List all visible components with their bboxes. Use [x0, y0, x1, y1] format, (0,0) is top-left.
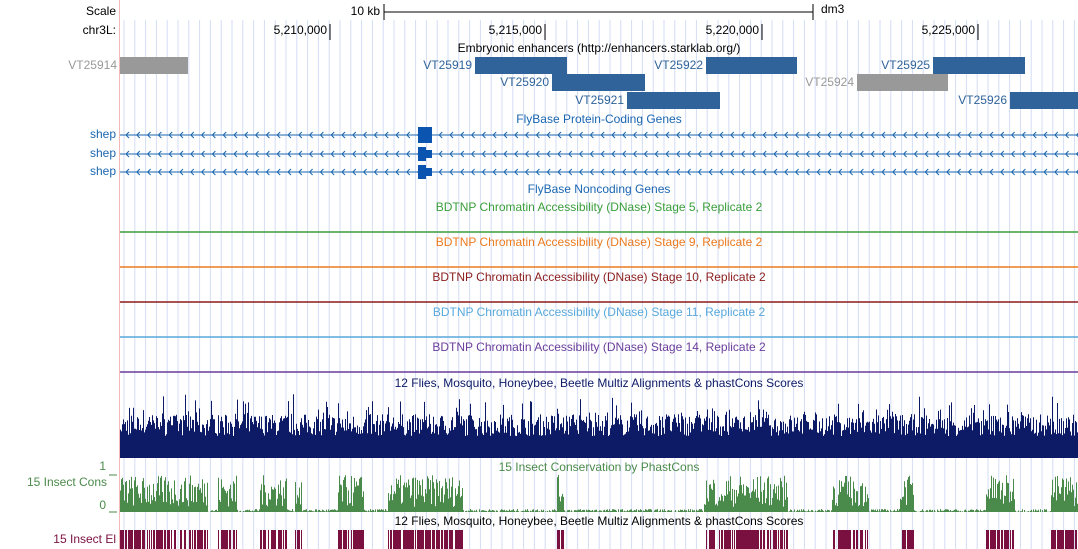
- track-title: BDTNP Chromatin Accessibility (DNase) St…: [432, 340, 766, 354]
- exon: [418, 147, 426, 161]
- enhancer: [475, 57, 567, 74]
- ruler-tick-label: 5,215,000: [489, 23, 543, 37]
- track-title: BDTNP Chromatin Accessibility (DNase) St…: [432, 270, 766, 284]
- ruler-tick-label: 5,220,000: [706, 23, 760, 37]
- conserved-elements: [120, 530, 1077, 549]
- enhancer: [706, 57, 797, 74]
- enhancer-label: VT25920: [500, 75, 549, 89]
- exon: [426, 150, 432, 158]
- enhancer-label: VT25921: [575, 93, 624, 107]
- scale-bar: [383, 4, 814, 20]
- enhancer-label: VT25914: [68, 58, 117, 72]
- scale-label: Scale: [86, 4, 116, 18]
- track-label: 15 Insect Cons: [27, 475, 107, 489]
- ruler-tick-label: 5,210,000: [274, 23, 328, 37]
- gene-arrows: [125, 150, 1078, 158]
- ruler-tick-label: 5,225,000: [922, 23, 976, 37]
- phastcons-signal: [120, 475, 1078, 512]
- enhancer: [1010, 92, 1078, 109]
- scale-span: 10 kb: [351, 4, 381, 18]
- track-title: BDTNP Chromatin Accessibility (DNase) St…: [433, 305, 766, 319]
- axis-label: 0: [99, 498, 106, 512]
- gene-label: shep: [90, 164, 116, 178]
- exon: [418, 127, 432, 143]
- multiz-signal: [120, 394, 1078, 458]
- gene-label: shep: [90, 127, 116, 141]
- enhancer: [933, 57, 1025, 74]
- axis-ticks: [109, 474, 117, 513]
- track-title: 12 Flies, Mosquito, Honeybee, Beetle Mul…: [395, 514, 804, 528]
- track-title: BDTNP Chromatin Accessibility (DNase) St…: [436, 200, 763, 214]
- track-title: Embryonic enhancers (http://enhancers.st…: [458, 41, 741, 55]
- enhancer-label: VT25919: [423, 58, 472, 72]
- track-title: BDTNP Chromatin Accessibility (DNase) St…: [436, 235, 763, 249]
- track-title: 15 Insect Conservation by PhastCons: [499, 460, 700, 474]
- track-title: FlyBase Noncoding Genes: [528, 182, 671, 196]
- track-label: 15 Insect El: [53, 532, 116, 546]
- enhancer: [627, 92, 720, 109]
- enhancer: [552, 74, 645, 91]
- exon: [426, 168, 432, 176]
- enhancer: [857, 74, 948, 91]
- gene-arrows: [125, 131, 1078, 139]
- gene-arrows: [125, 168, 1078, 176]
- enhancer-label: VT25925: [881, 58, 930, 72]
- track-title: FlyBase Protein-Coding Genes: [516, 112, 681, 126]
- enhancer: [120, 57, 188, 74]
- enhancer-label: VT25926: [958, 93, 1007, 107]
- axis-label: 1: [99, 459, 106, 473]
- enhancer-label: VT25924: [805, 75, 854, 89]
- exon: [418, 165, 426, 179]
- guide-lines: [123, 20, 1075, 549]
- enhancer-label: VT25922: [654, 58, 703, 72]
- gene-label: shep: [90, 146, 116, 160]
- chrom-label: chr3L:: [83, 23, 116, 37]
- assembly: dm3: [821, 2, 845, 16]
- track-title: 12 Flies, Mosquito, Honeybee, Beetle Mul…: [395, 376, 804, 390]
